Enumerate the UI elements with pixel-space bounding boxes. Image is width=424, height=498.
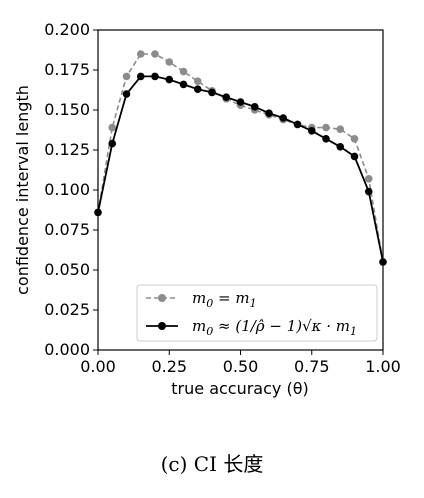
series-2 — [94, 72, 387, 266]
data-point — [222, 93, 231, 101]
data-point — [336, 125, 345, 133]
data-point — [122, 90, 131, 98]
x-tick-label: 0.75 — [294, 357, 330, 376]
y-tick-label: 0.200 — [44, 20, 90, 39]
y-tick-label: 0.100 — [44, 180, 90, 199]
legend: m0 = m1 m0 ≈ (1/ρ̂ − 1)√κ · m1 — [136, 284, 378, 342]
y-tick-label: 0.025 — [44, 300, 90, 319]
legend-marker-m0-approx — [158, 322, 166, 330]
data-point — [179, 80, 188, 89]
data-point — [108, 139, 117, 148]
y-axis-title: confidence interval length — [13, 85, 32, 295]
data-point — [250, 103, 259, 111]
data-point — [364, 187, 373, 196]
data-point — [165, 75, 174, 84]
data-point — [293, 120, 302, 129]
data-point — [108, 123, 117, 132]
y-tick-label: 0.050 — [44, 260, 90, 279]
x-tick-label: 0.50 — [223, 357, 259, 376]
y-tick-label: 0.000 — [44, 340, 90, 359]
data-point — [279, 114, 288, 122]
data-point — [151, 50, 159, 58]
y-tick-label: 0.175 — [44, 60, 90, 79]
series-line — [97, 53, 384, 263]
x-tick-label: 1.00 — [365, 357, 401, 376]
y-tick-label: 0.150 — [44, 100, 90, 119]
data-point — [307, 127, 316, 135]
data-point — [122, 72, 131, 81]
x-axis-title: true accuracy (θ) — [171, 379, 308, 398]
series-layer — [94, 50, 387, 266]
data-point — [265, 109, 273, 117]
data-point — [179, 67, 188, 76]
data-point — [193, 77, 202, 85]
figure-caption: (c) CI 长度 — [160, 452, 264, 476]
data-point — [165, 58, 174, 66]
y-axis: 0.000 0.025 0.050 0.075 0.100 0.125 0.150 0.175… — [44, 20, 98, 359]
series-1 — [94, 50, 387, 266]
legend-label-m0-equals-m1: m0 = m1 — [192, 289, 257, 310]
x-tick-label: 0.00 — [80, 357, 116, 376]
y-tick-label: 0.125 — [44, 140, 90, 159]
data-point — [350, 135, 359, 143]
data-point — [193, 85, 202, 93]
x-tick-label: 0.25 — [151, 357, 187, 376]
data-point — [94, 208, 102, 217]
y-tick-label: 0.075 — [44, 220, 90, 239]
data-point — [350, 152, 359, 161]
data-point — [236, 98, 245, 106]
data-point — [151, 72, 159, 81]
data-point — [336, 143, 345, 151]
data-point — [136, 50, 145, 58]
data-point — [322, 123, 330, 132]
x-axis: 0.00 0.25 0.50 0.75 1.00 — [80, 350, 401, 376]
legend-box — [136, 284, 378, 342]
legend-label-m0-approx: m0 ≈ (1/ρ̂ − 1)√κ · m1 — [192, 317, 357, 338]
data-point — [208, 88, 216, 97]
data-point — [379, 258, 387, 266]
data-point — [364, 175, 373, 183]
data-point — [136, 72, 145, 81]
legend-marker-m0-equals-m1 — [158, 294, 166, 302]
data-point — [322, 135, 330, 143]
